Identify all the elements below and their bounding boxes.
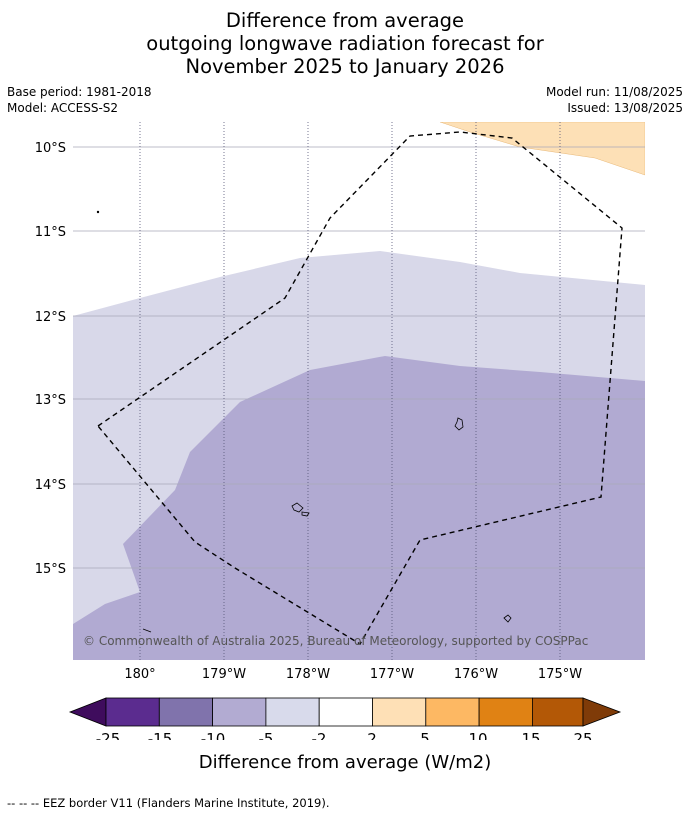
colorbar: -25 -15 -10 -5 -2 2 5 10 15 25	[68, 697, 622, 740]
longitude-labels: 180° 179°W 178°W 177°W 176°W 175°W	[124, 667, 582, 682]
island-southeast	[503, 614, 512, 623]
colorbar-tick-3: -5	[259, 730, 274, 740]
colorbar-cell-9	[532, 697, 584, 727]
island-center	[291, 502, 304, 513]
lat-label-14s: 14°S	[35, 478, 66, 493]
colorbar-tick-7: 10	[468, 730, 487, 740]
map-figure: © Commonwealth of Australia 2025, Bureau…	[35, 122, 645, 740]
lat-label-10s: 10°S	[35, 141, 66, 156]
lon-label-179w: 179°W	[202, 667, 246, 682]
colorbar-cell-5	[318, 697, 373, 727]
map-plot-area: © Commonwealth of Australia 2025, Bureau…	[73, 122, 645, 660]
colorbar-tick-0: -25	[96, 730, 121, 740]
issued-date: Issued: 13/08/2025	[567, 101, 683, 115]
island-northwest	[96, 210, 100, 214]
colorbar-extend-high	[582, 697, 622, 727]
colorbar-tick-9: 25	[573, 730, 592, 740]
colorbar-tick-6: 5	[420, 730, 430, 740]
lat-label-12s: 12°S	[35, 310, 66, 325]
island-center-small	[301, 511, 310, 517]
chart-title-line-1: Difference from average	[225, 9, 465, 32]
colorbar-cell-8	[478, 697, 533, 727]
colorbar-tick-1: -15	[148, 730, 173, 740]
lon-label-177w: 177°W	[370, 667, 414, 682]
colorbar-tick-4: -2	[312, 730, 327, 740]
eez-legend-note: -- -- -- EEZ border V11 (Flanders Marine…	[7, 796, 330, 810]
colorbar-extend-low	[68, 697, 107, 727]
lon-label-178w: 178°W	[286, 667, 330, 682]
colorbar-label: Difference from average (W/m2)	[198, 752, 492, 773]
model-name: Model: ACCESS-S2	[7, 101, 119, 115]
colorbar-cell-4	[265, 697, 320, 727]
colorbar-tick-8: 15	[521, 730, 540, 740]
anomaly-band-medium-purple	[73, 356, 645, 660]
islands	[96, 210, 512, 633]
lon-label-176w: 176°W	[454, 667, 498, 682]
lat-label-11s: 11°S	[35, 225, 66, 240]
colorbar-cell-7	[425, 697, 480, 727]
colorbar-cell-2	[158, 697, 214, 727]
island-southwest	[142, 628, 152, 633]
lat-label-15s: 15°S	[35, 562, 66, 577]
latitude-gridlines	[73, 146, 645, 569]
model-run-date: Model run: 11/08/2025	[545, 85, 683, 99]
chart-title-line-3: November 2025 to January 2026	[185, 55, 505, 78]
chart-title-line-2: outgoing longwave radiation forecast for	[146, 32, 544, 55]
lon-label-180: 180°	[124, 667, 155, 682]
colorbar-tick-5: 2	[367, 730, 377, 740]
colorbar-tick-2: -10	[201, 730, 226, 740]
base-period: Base period: 1981-2018	[7, 85, 152, 99]
lat-label-13s: 13°S	[35, 393, 66, 408]
latitude-labels: 10°S 11°S 12°S 13°S 14°S 15°S	[35, 141, 66, 577]
lon-label-175w: 175°W	[538, 667, 582, 682]
copyright-notice: © Commonwealth of Australia 2025, Bureau…	[83, 634, 588, 648]
colorbar-cell-6	[372, 697, 427, 727]
colorbar-cell-1	[105, 697, 160, 727]
eez-border	[96, 131, 623, 645]
colorbar-cell-3	[212, 697, 267, 727]
island-east	[454, 417, 464, 431]
